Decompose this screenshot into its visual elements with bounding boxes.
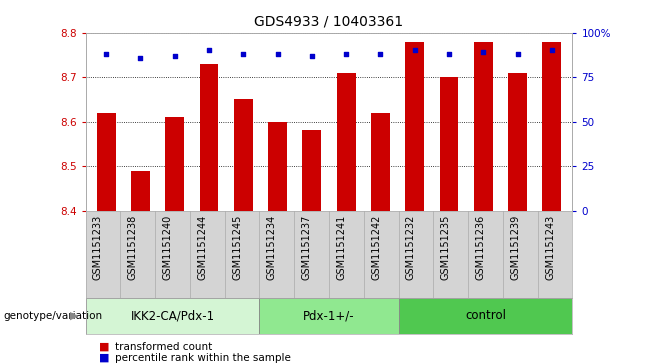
- Text: GSM1151241: GSM1151241: [336, 215, 346, 280]
- Bar: [97, 113, 116, 211]
- Point: [375, 51, 386, 57]
- Text: GSM1151244: GSM1151244: [197, 215, 207, 280]
- Bar: [542, 42, 561, 211]
- Text: GSM1151243: GSM1151243: [545, 215, 555, 280]
- Text: GSM1151237: GSM1151237: [301, 215, 312, 280]
- Point: [272, 51, 283, 57]
- Text: ■: ■: [99, 342, 109, 352]
- Bar: [337, 73, 355, 211]
- Point: [307, 53, 317, 59]
- Point: [513, 51, 523, 57]
- Text: GSM1151240: GSM1151240: [163, 215, 172, 280]
- Point: [478, 49, 489, 55]
- Bar: [259, 298, 399, 334]
- Text: GSM1151239: GSM1151239: [511, 215, 520, 280]
- Text: GSM1151242: GSM1151242: [371, 215, 381, 280]
- Point: [101, 51, 111, 57]
- Text: GSM1151245: GSM1151245: [232, 215, 242, 280]
- Bar: [86, 298, 259, 334]
- Text: transformed count: transformed count: [115, 342, 213, 352]
- Point: [238, 51, 249, 57]
- Text: GSM1151238: GSM1151238: [128, 215, 138, 280]
- Text: GSM1151236: GSM1151236: [476, 215, 486, 280]
- Bar: [399, 298, 572, 334]
- Text: ▶: ▶: [70, 311, 79, 321]
- Bar: [508, 73, 527, 211]
- Bar: [440, 77, 459, 211]
- Bar: [131, 171, 150, 211]
- Text: control: control: [465, 309, 506, 322]
- Text: GSM1151233: GSM1151233: [93, 215, 103, 280]
- Bar: [268, 122, 287, 211]
- Bar: [234, 99, 253, 211]
- Point: [409, 48, 420, 53]
- Point: [169, 53, 180, 59]
- Bar: [371, 113, 390, 211]
- Point: [204, 48, 215, 53]
- Bar: [474, 42, 493, 211]
- Bar: [165, 117, 184, 211]
- Bar: [405, 42, 424, 211]
- Point: [135, 55, 145, 61]
- Point: [547, 48, 557, 53]
- Text: genotype/variation: genotype/variation: [3, 311, 103, 321]
- Text: GSM1151234: GSM1151234: [267, 215, 277, 280]
- Text: percentile rank within the sample: percentile rank within the sample: [115, 352, 291, 363]
- Point: [341, 51, 351, 57]
- Text: GSM1151232: GSM1151232: [406, 215, 416, 280]
- Bar: [303, 131, 321, 211]
- Text: GDS4933 / 10403361: GDS4933 / 10403361: [255, 15, 403, 29]
- Bar: [199, 64, 218, 211]
- Text: ■: ■: [99, 352, 109, 363]
- Text: GSM1151235: GSM1151235: [441, 215, 451, 280]
- Text: Pdx-1+/-: Pdx-1+/-: [303, 309, 355, 322]
- Text: IKK2-CA/Pdx-1: IKK2-CA/Pdx-1: [130, 309, 215, 322]
- Point: [443, 51, 454, 57]
